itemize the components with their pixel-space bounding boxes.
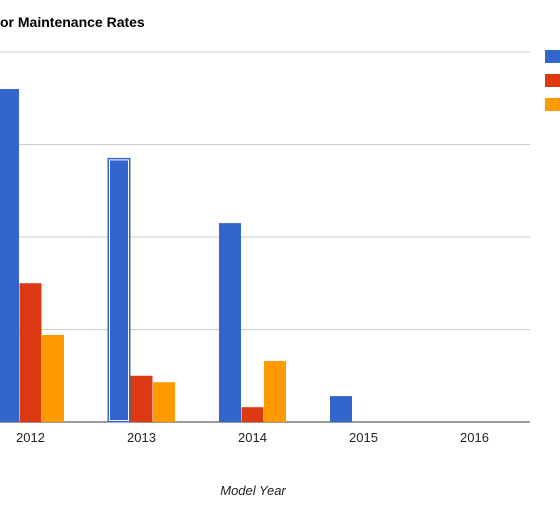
bar-series-2-2014[interactable] bbox=[241, 407, 264, 422]
chart-title: or Maintenance Rates bbox=[0, 14, 145, 30]
legend-swatch-2[interactable] bbox=[545, 74, 560, 87]
x-tick-label-2013: 2013 bbox=[127, 430, 156, 445]
gridlines bbox=[0, 51, 530, 423]
bar-series-2-2012[interactable] bbox=[19, 283, 42, 422]
bar-series-1-2012[interactable] bbox=[0, 89, 19, 422]
x-tick-label-2012: 2012 bbox=[16, 430, 45, 445]
bar-series-2-2013[interactable] bbox=[130, 375, 153, 422]
x-tick-label-2014: 2014 bbox=[238, 430, 267, 445]
legend-swatch-3[interactable] bbox=[545, 98, 560, 111]
bar-series-1-2013[interactable] bbox=[108, 158, 130, 422]
bar-series-3-2012[interactable] bbox=[42, 335, 64, 422]
x-tick-labels: 2012 2013 2014 2015 2016 bbox=[16, 430, 489, 445]
bar-series-3-2014[interactable] bbox=[264, 360, 286, 422]
bar-highlight-outline bbox=[109, 159, 129, 421]
bar-series-3-2013[interactable] bbox=[153, 382, 175, 422]
bar-series-1-2015[interactable] bbox=[330, 396, 352, 422]
x-tick-label-2015: 2015 bbox=[349, 430, 378, 445]
legend bbox=[545, 50, 560, 111]
bar-marks bbox=[0, 89, 352, 423]
legend-swatch-1[interactable] bbox=[545, 50, 560, 63]
bar-series-1-2014[interactable] bbox=[219, 223, 241, 422]
x-axis-label: Model Year bbox=[220, 483, 286, 498]
bar-highlight-border bbox=[107, 157, 131, 423]
x-tick-label-2016: 2016 bbox=[460, 430, 489, 445]
